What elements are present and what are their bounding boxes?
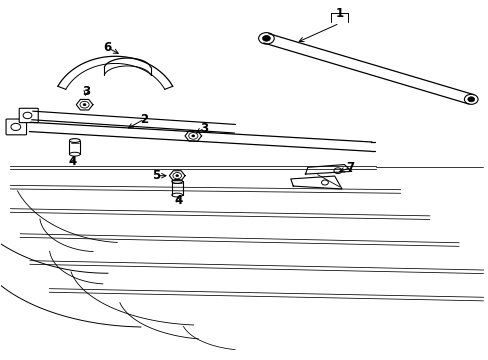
- Ellipse shape: [171, 193, 182, 197]
- Text: 3: 3: [200, 122, 208, 135]
- Circle shape: [333, 168, 341, 174]
- FancyBboxPatch shape: [6, 119, 26, 135]
- Circle shape: [176, 175, 178, 177]
- Circle shape: [258, 33, 274, 44]
- Ellipse shape: [171, 180, 182, 183]
- Circle shape: [188, 132, 198, 139]
- Text: 2: 2: [140, 113, 148, 126]
- Circle shape: [173, 172, 181, 179]
- Text: 4: 4: [174, 194, 183, 207]
- Text: 5: 5: [151, 169, 160, 182]
- Circle shape: [191, 135, 194, 137]
- Circle shape: [80, 101, 89, 108]
- Text: 6: 6: [102, 41, 111, 54]
- Text: 3: 3: [82, 85, 90, 98]
- FancyBboxPatch shape: [19, 108, 38, 123]
- Circle shape: [464, 94, 477, 104]
- Ellipse shape: [69, 152, 80, 156]
- Circle shape: [467, 97, 474, 102]
- Circle shape: [23, 112, 32, 119]
- Circle shape: [83, 104, 86, 106]
- Circle shape: [262, 36, 270, 41]
- Text: 4: 4: [69, 155, 77, 168]
- Ellipse shape: [69, 139, 80, 143]
- Text: 7: 7: [346, 161, 354, 174]
- Circle shape: [11, 123, 20, 131]
- Text: 1: 1: [335, 7, 343, 20]
- Circle shape: [321, 180, 328, 185]
